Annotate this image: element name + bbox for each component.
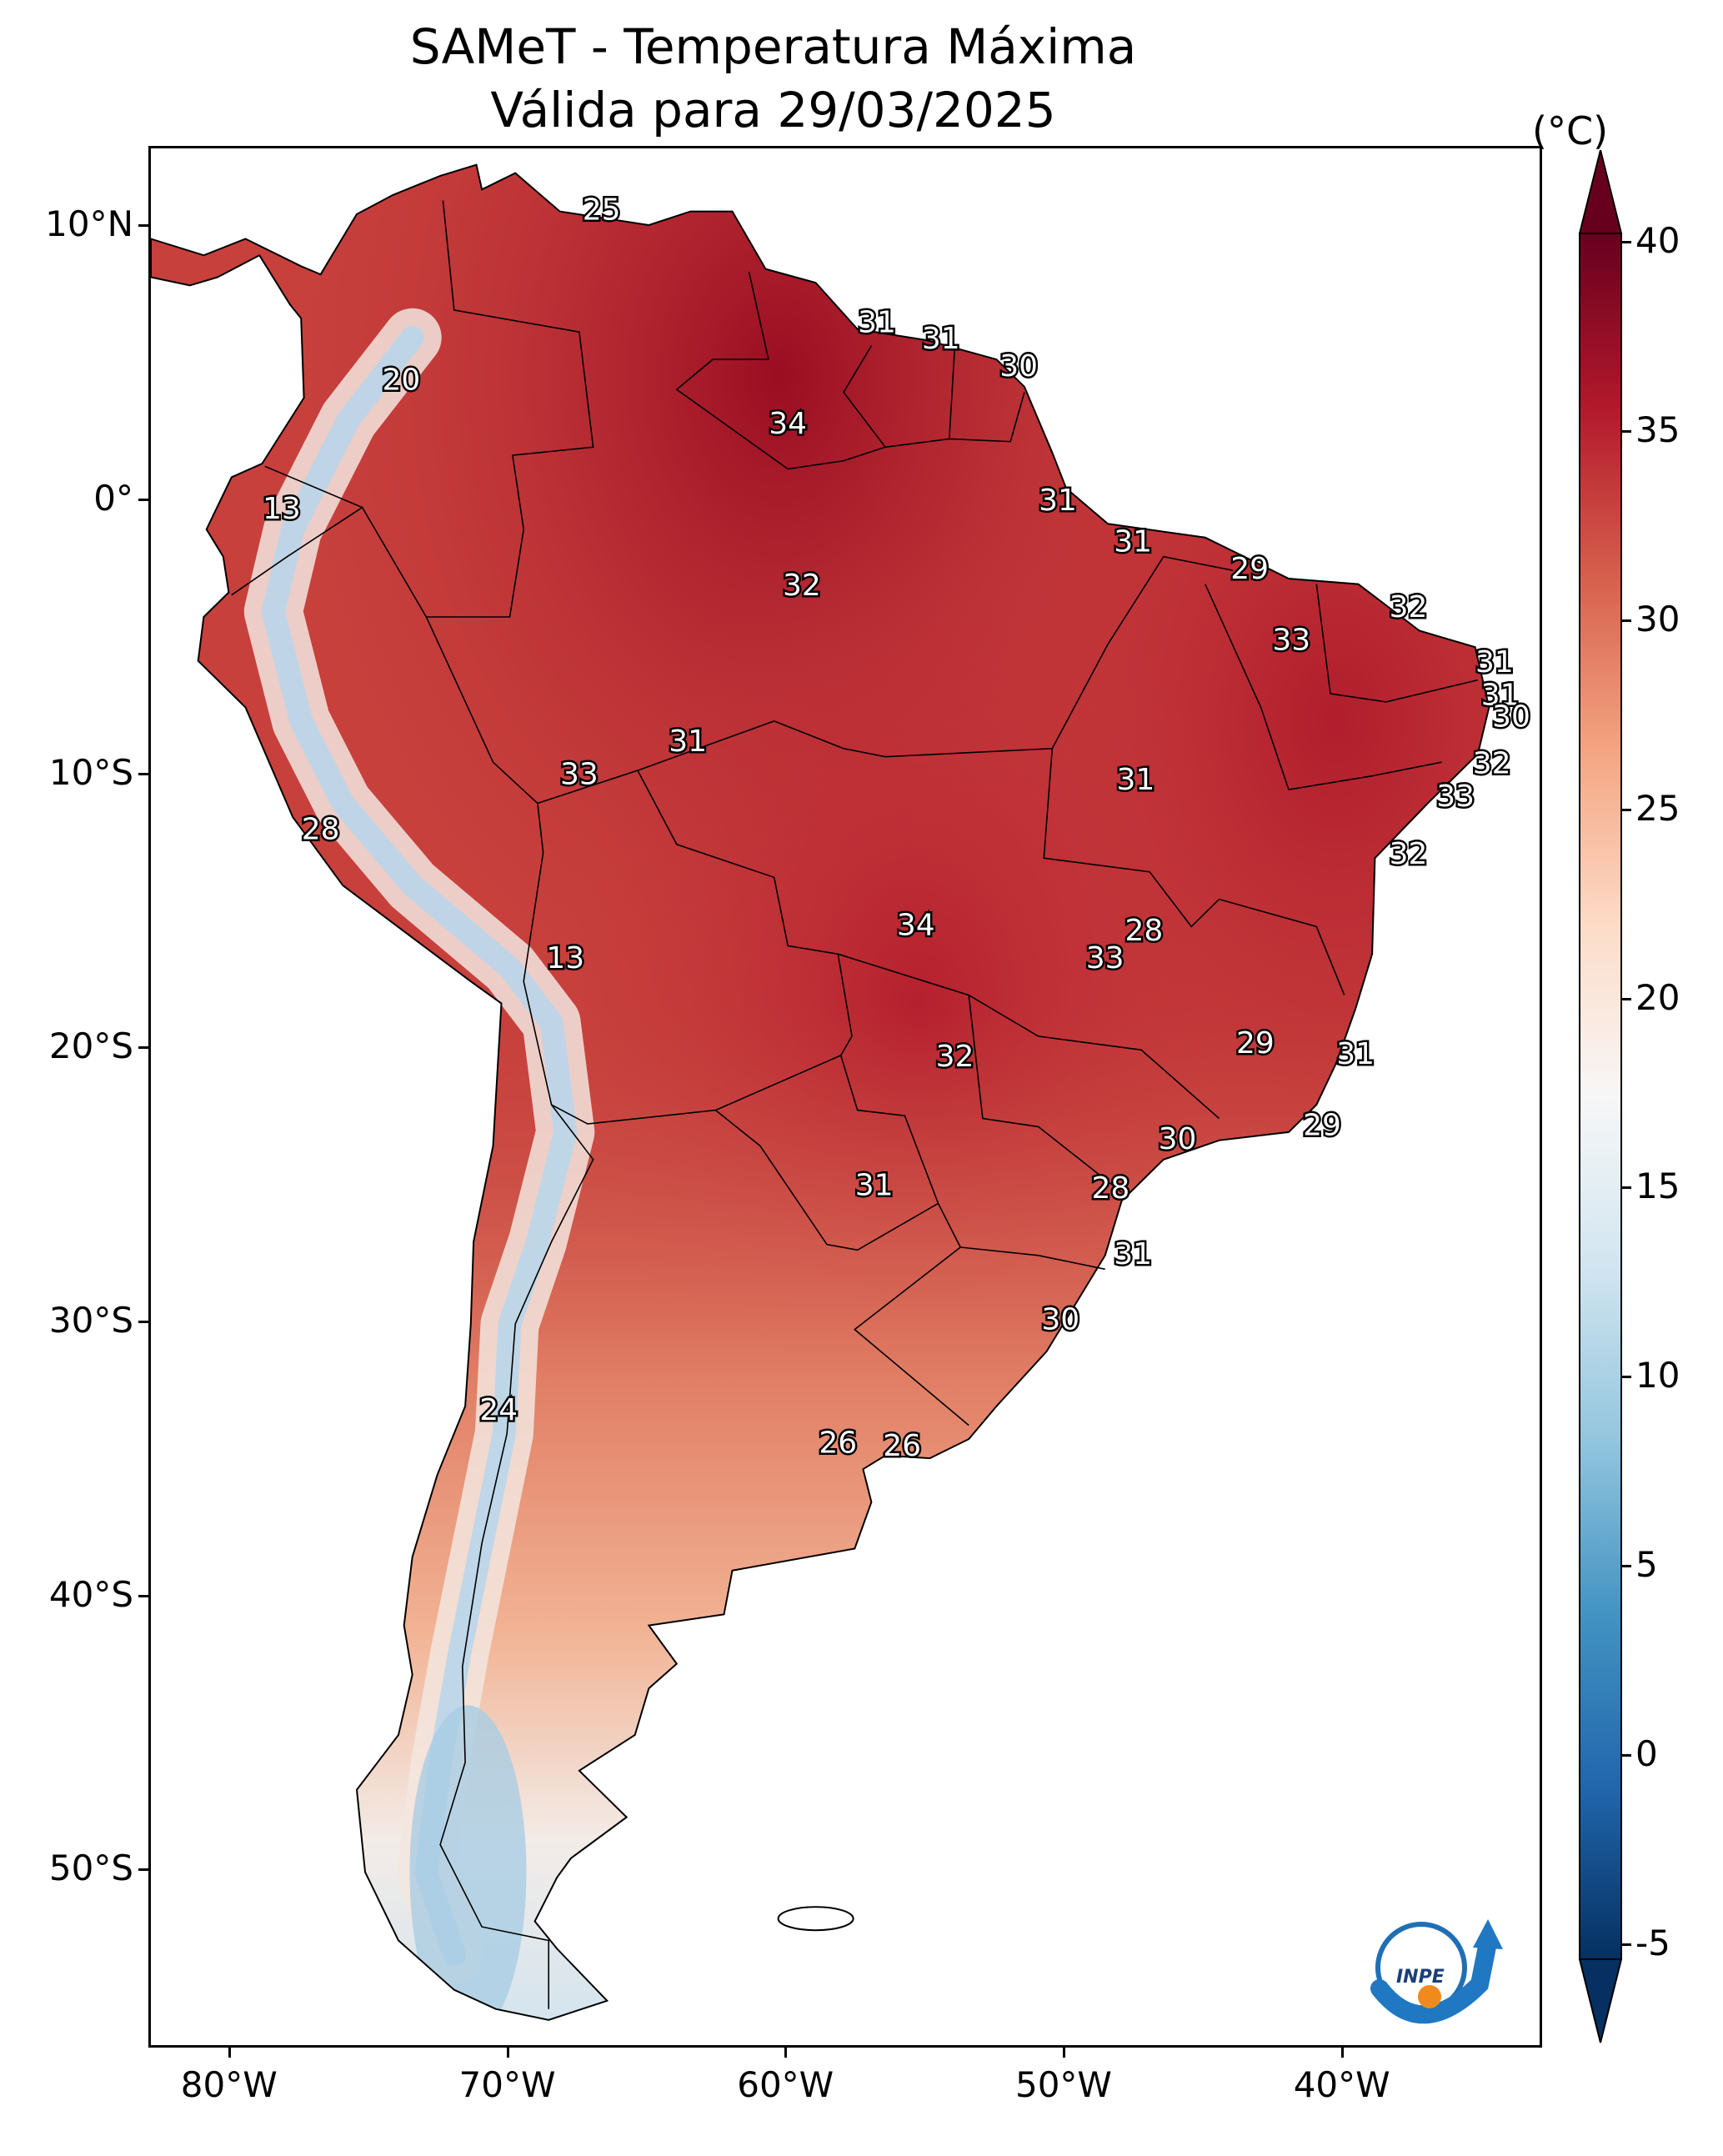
latitude-tick-label: 20°S	[48, 1025, 133, 1067]
temperature-value-label: 31	[858, 305, 896, 339]
temperature-value-label: 31	[1116, 763, 1155, 797]
colorbar	[1578, 150, 1623, 2043]
latitude-tick	[138, 1594, 148, 1597]
latitude-tick	[138, 1868, 148, 1872]
temperature-value-label: 29	[1236, 1026, 1275, 1060]
temperature-value-label: 20	[382, 363, 420, 397]
logo-text: INPE	[1396, 1967, 1445, 1988]
temperature-value-label: 30	[999, 349, 1038, 384]
latitude-tick	[138, 498, 148, 501]
latitude-tick-label: 10°N	[45, 203, 133, 245]
temperature-value-label: 30	[1041, 1303, 1079, 1337]
temperature-value-label: 24	[479, 1393, 518, 1427]
colorbar-tick-label: 10	[1635, 1355, 1680, 1396]
temperature-value-label: 25	[583, 193, 621, 228]
temperature-value-label: 31	[669, 725, 707, 759]
colorbar-tick	[1621, 997, 1631, 1000]
temperature-value-label: 13	[263, 492, 301, 526]
temperature-value-label: 31	[922, 322, 960, 356]
map-subtitle: Válida para 29/03/2025	[490, 82, 1056, 138]
latitude-tick	[138, 224, 148, 228]
map-panel: 25 31 31 30 20 34 13 31 31 29 32 32 33 31 31 30 31 33 31 32…	[148, 146, 1542, 2048]
colorbar-tick	[1621, 1754, 1631, 1757]
latitude-tick	[138, 772, 148, 775]
temperature-value-label: 33	[1086, 941, 1124, 975]
colorbar-tick-label: 15	[1635, 1166, 1680, 1207]
colorbar-tick-label: 0	[1635, 1733, 1658, 1775]
temperature-value-label: 29	[1230, 552, 1269, 586]
colorbar-tick	[1621, 1565, 1631, 1568]
latitude-tick-label: 10°S	[48, 751, 133, 793]
longitude-tick-label: 60°W	[737, 2064, 834, 2105]
temperature-value-label: 32	[936, 1040, 974, 1074]
temperature-value-label: 31	[1475, 645, 1514, 679]
temperature-value-label: 34	[897, 908, 935, 942]
latitude-tick-label: 50°S	[48, 1848, 133, 1889]
temperature-value-label: 28	[1124, 914, 1163, 948]
temperature-value-label: 32	[1473, 747, 1511, 781]
colorbar-tick-label: 30	[1635, 598, 1680, 639]
colorbar-body	[1579, 233, 1622, 1960]
latitude-tick	[138, 1321, 148, 1323]
temperature-value-label: 31	[1481, 678, 1520, 712]
temperature-value-label: 33	[560, 758, 599, 792]
temperature-value-label: 32	[783, 569, 821, 603]
temperature-value-label: 34	[769, 407, 807, 441]
temperature-value-label: 33	[1272, 624, 1310, 658]
temperature-value-label: 31	[1039, 484, 1077, 518]
colorbar-tick-label: 25	[1635, 787, 1680, 829]
temperature-value-label: 29	[1303, 1108, 1341, 1142]
longitude-tick	[1340, 2048, 1344, 2058]
colorbar-extend-max	[1578, 150, 1623, 234]
temperature-value-label: 13	[546, 941, 584, 975]
latitude-tick-label: 0°	[93, 477, 133, 519]
temperature-value-label: 26	[819, 1426, 857, 1461]
colorbar-unit: (°C)	[1532, 108, 1609, 153]
latitude-tick-label: 30°S	[48, 1300, 133, 1341]
temperature-value-label: 33	[1436, 780, 1475, 814]
country-borders	[151, 163, 1490, 2021]
temperature-value-label: 28	[302, 812, 340, 846]
colorbar-tick	[1621, 241, 1631, 243]
colorbar-tick-label: 20	[1635, 976, 1680, 1018]
longitude-tick-label: 80°W	[180, 2064, 278, 2105]
latitude-tick-label: 40°S	[48, 1573, 133, 1615]
longitude-tick	[784, 2048, 788, 2058]
temperature-value-label: 30	[1159, 1122, 1197, 1156]
colorbar-tick	[1621, 429, 1631, 433]
colorbar-tick-label: 40	[1635, 220, 1680, 261]
temperature-value-label: 26	[883, 1429, 921, 1463]
colorbar-tick-label: -5	[1635, 1923, 1670, 1963]
longitude-tick	[506, 2048, 509, 2058]
longitude-tick-label: 40°W	[1293, 2064, 1390, 2105]
longitude-tick-label: 50°W	[1014, 2064, 1112, 2105]
colorbar-tick-label: 35	[1635, 409, 1680, 450]
falkland-islands	[777, 1906, 854, 1932]
map-title: SAMeT - Temperatura Máxima	[409, 18, 1137, 75]
colorbar-tick	[1621, 1186, 1631, 1190]
colorbar-tick	[1621, 808, 1631, 811]
andes-cold-band	[243, 308, 595, 2020]
temperature-value-label: 31	[1114, 1237, 1152, 1271]
inpe-logo-icon: INPE	[1370, 1919, 1503, 2024]
latitude-tick	[138, 1046, 148, 1050]
colorbar-tick	[1621, 1943, 1631, 1946]
temperature-value-label: 31	[1114, 524, 1152, 559]
colorbar-extend-min	[1578, 1958, 1623, 2043]
temperature-value-label: 31	[1336, 1037, 1375, 1071]
colorbar-tick-label: 5	[1635, 1544, 1658, 1586]
longitude-tick	[1062, 2048, 1065, 2058]
colorbar-tick	[1621, 1376, 1631, 1379]
colorbar-tick	[1621, 619, 1631, 622]
temperature-value-label: 28	[1091, 1171, 1129, 1206]
temperature-value-label: 30	[1492, 700, 1530, 735]
longitude-tick	[228, 2048, 231, 2058]
temperature-value-label: 32	[1390, 837, 1428, 871]
temperature-value-label: 31	[855, 1169, 894, 1203]
temperature-value-label: 32	[1390, 590, 1428, 624]
longitude-tick-label: 70°W	[458, 2064, 556, 2105]
